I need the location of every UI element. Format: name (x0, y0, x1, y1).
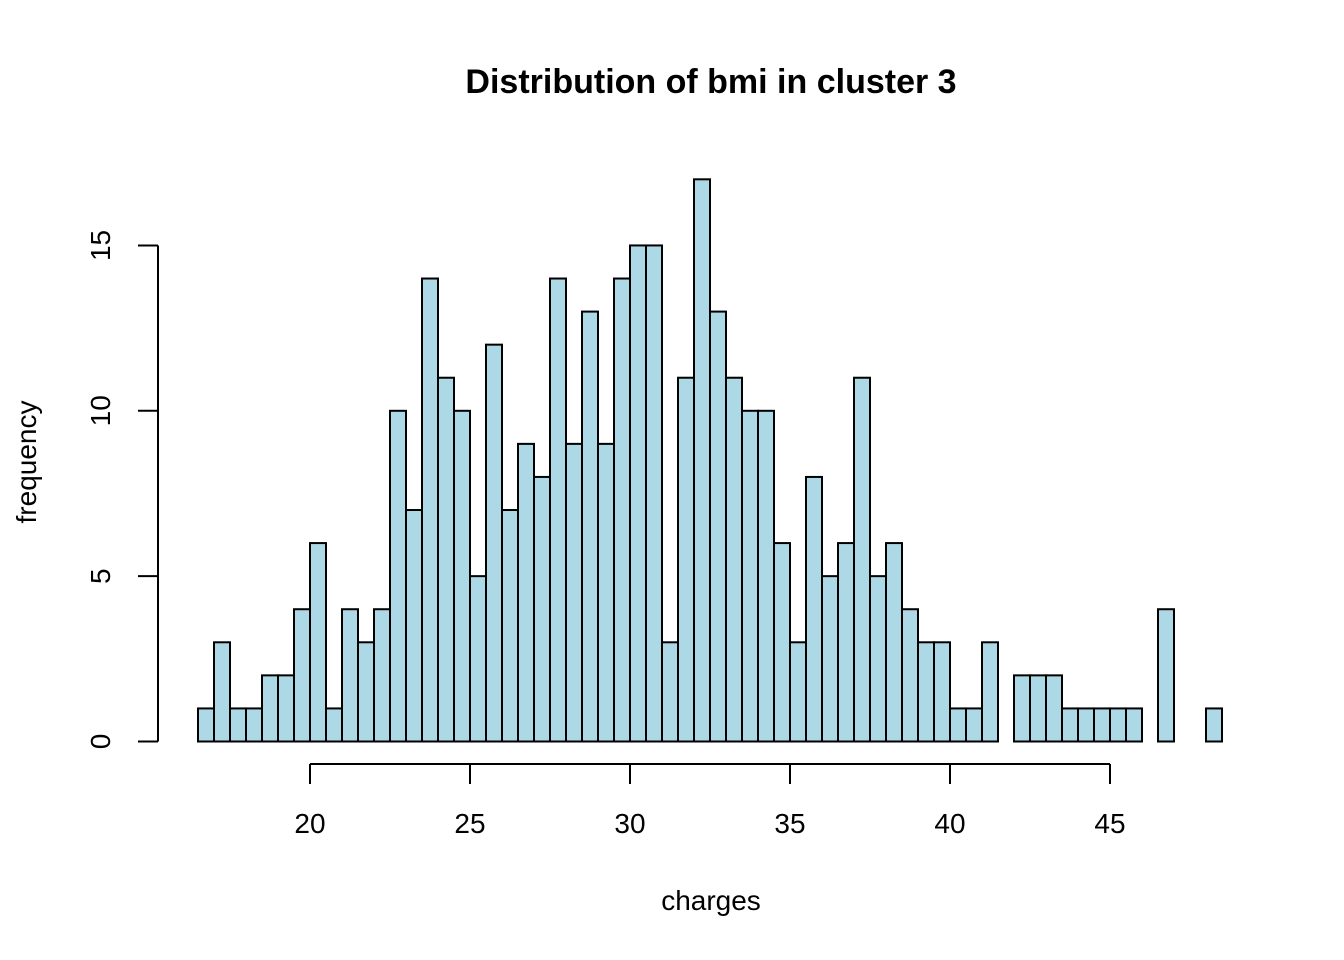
histogram-bar (917, 641, 935, 743)
histogram-bar (629, 244, 647, 743)
histogram-bar (885, 542, 903, 743)
histogram-bar (245, 707, 263, 743)
histogram-bar (1157, 608, 1175, 743)
histogram-bar (213, 641, 231, 743)
histogram-bar (1093, 707, 1111, 743)
histogram-bar (773, 542, 791, 743)
y-axis-label: frequency (11, 401, 42, 524)
histogram-bar (421, 277, 439, 743)
x-axis-label: charges (661, 885, 761, 916)
histogram-bar (1061, 707, 1079, 743)
histogram-bar (229, 707, 247, 743)
histogram-bar (437, 376, 455, 743)
histogram-bar (325, 707, 343, 743)
histogram-bar (901, 608, 919, 743)
histogram-bar (341, 608, 359, 743)
histogram-bar (757, 409, 775, 743)
histogram-bar (677, 376, 695, 743)
histogram-bar (965, 707, 983, 743)
histogram-bar (405, 509, 423, 743)
histogram-bar (197, 707, 215, 743)
y-axis: 0 5 10 15 (85, 230, 159, 750)
histogram-bar (485, 343, 503, 743)
histogram-bar (277, 674, 295, 743)
histogram-bar (597, 442, 615, 743)
histogram-bar (293, 608, 311, 743)
histogram-bar (741, 409, 759, 743)
y-tick-label: 5 (85, 568, 116, 584)
y-tick-label: 10 (85, 395, 116, 426)
histogram-bar (821, 575, 839, 743)
x-tick-label: 35 (774, 808, 805, 839)
histogram-bar (469, 575, 487, 743)
histogram-bar (533, 475, 551, 743)
histogram-bar (789, 641, 807, 743)
histogram-bar (373, 608, 391, 743)
histogram-bar (453, 409, 471, 743)
x-tick-label: 20 (294, 808, 325, 839)
histogram-bar (1125, 707, 1143, 743)
histogram-bar (1205, 707, 1223, 743)
histogram-bar (357, 641, 375, 743)
histogram-bar (1013, 674, 1031, 743)
histogram-bar (549, 277, 567, 743)
histogram-bar (501, 509, 519, 743)
x-tick-label: 30 (614, 808, 645, 839)
x-tick-label: 45 (1094, 808, 1125, 839)
histogram-bar (805, 475, 823, 743)
histogram-bar (981, 641, 999, 743)
y-tick-label: 15 (85, 230, 116, 261)
histogram-bar (869, 575, 887, 743)
histogram-bar (1029, 674, 1047, 743)
histogram-bar (837, 542, 855, 743)
histogram-bar (581, 310, 599, 743)
histogram-bar (725, 376, 743, 743)
bars-group (197, 178, 1223, 743)
x-tick-label: 25 (454, 808, 485, 839)
histogram-bar (517, 442, 535, 743)
histogram-bar (1045, 674, 1063, 743)
histogram-bar (949, 707, 967, 743)
histogram-bar (309, 542, 327, 743)
histogram-bar (389, 409, 407, 743)
y-tick-label: 0 (85, 734, 116, 750)
x-tick-label: 40 (934, 808, 965, 839)
histogram-bar (709, 310, 727, 743)
histogram-bar (853, 376, 871, 743)
chart-title: Distribution of bmi in cluster 3 (465, 63, 956, 101)
histogram-bar (933, 641, 951, 743)
histogram-bar (261, 674, 279, 743)
x-axis: 20 25 30 35 40 45 (294, 763, 1126, 839)
histogram-bar (1109, 707, 1127, 743)
histogram-bar (693, 178, 711, 743)
histogram-bar (613, 277, 631, 743)
histogram-bar (565, 442, 583, 743)
histogram-bar (645, 244, 663, 743)
histogram-bar (661, 641, 679, 743)
histogram-bar (1077, 707, 1095, 743)
